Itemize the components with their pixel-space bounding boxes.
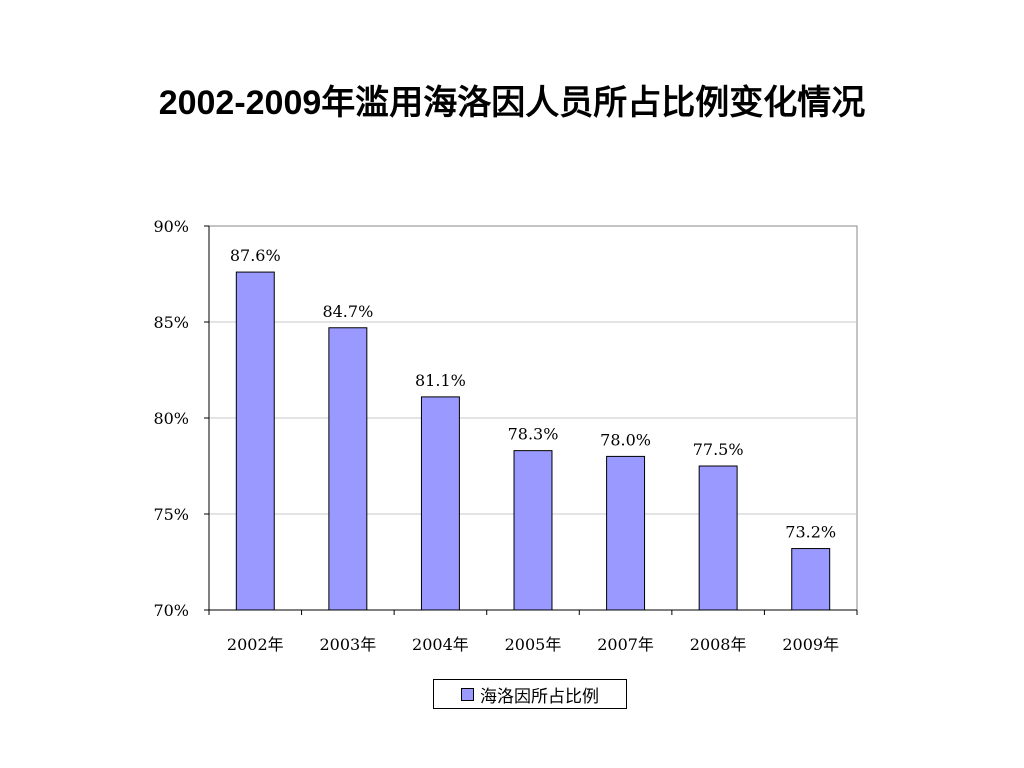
x-tick-label: 2003年 bbox=[319, 635, 376, 654]
y-tick-label: 75% bbox=[153, 505, 189, 524]
data-label: 81.1% bbox=[415, 371, 466, 390]
x-tick-label: 2008年 bbox=[690, 635, 747, 654]
y-tick-label: 80% bbox=[153, 409, 189, 428]
x-tick-label: 2002年 bbox=[227, 635, 284, 654]
bar bbox=[328, 327, 368, 611]
data-label: 77.5% bbox=[693, 440, 744, 459]
bar bbox=[420, 396, 460, 611]
y-tick-label: 70% bbox=[153, 601, 189, 620]
bar bbox=[791, 548, 831, 611]
legend-swatch bbox=[461, 687, 474, 701]
bar bbox=[606, 455, 646, 611]
x-tick-label: 2009年 bbox=[782, 635, 839, 654]
chart-title: 2002-2009年滥用海洛因人员所占比例变化情况 bbox=[158, 84, 866, 122]
data-label: 78.3% bbox=[508, 425, 559, 444]
legend-label: 海洛因所占比例 bbox=[480, 686, 599, 707]
x-tick-label: 2007年 bbox=[597, 635, 654, 654]
legend: 海洛因所占比例 bbox=[433, 679, 627, 709]
data-label: 84.7% bbox=[322, 302, 373, 321]
x-tick-label: 2004年 bbox=[412, 635, 469, 654]
bar bbox=[698, 465, 738, 611]
data-label: 87.6% bbox=[230, 246, 281, 265]
y-tick-label: 90% bbox=[153, 217, 189, 236]
bar bbox=[513, 450, 553, 611]
x-tick-label: 2005年 bbox=[505, 635, 562, 654]
bar bbox=[235, 271, 275, 611]
y-tick-label: 85% bbox=[153, 313, 189, 332]
data-label: 78.0% bbox=[600, 430, 651, 449]
data-label: 73.2% bbox=[785, 523, 836, 542]
